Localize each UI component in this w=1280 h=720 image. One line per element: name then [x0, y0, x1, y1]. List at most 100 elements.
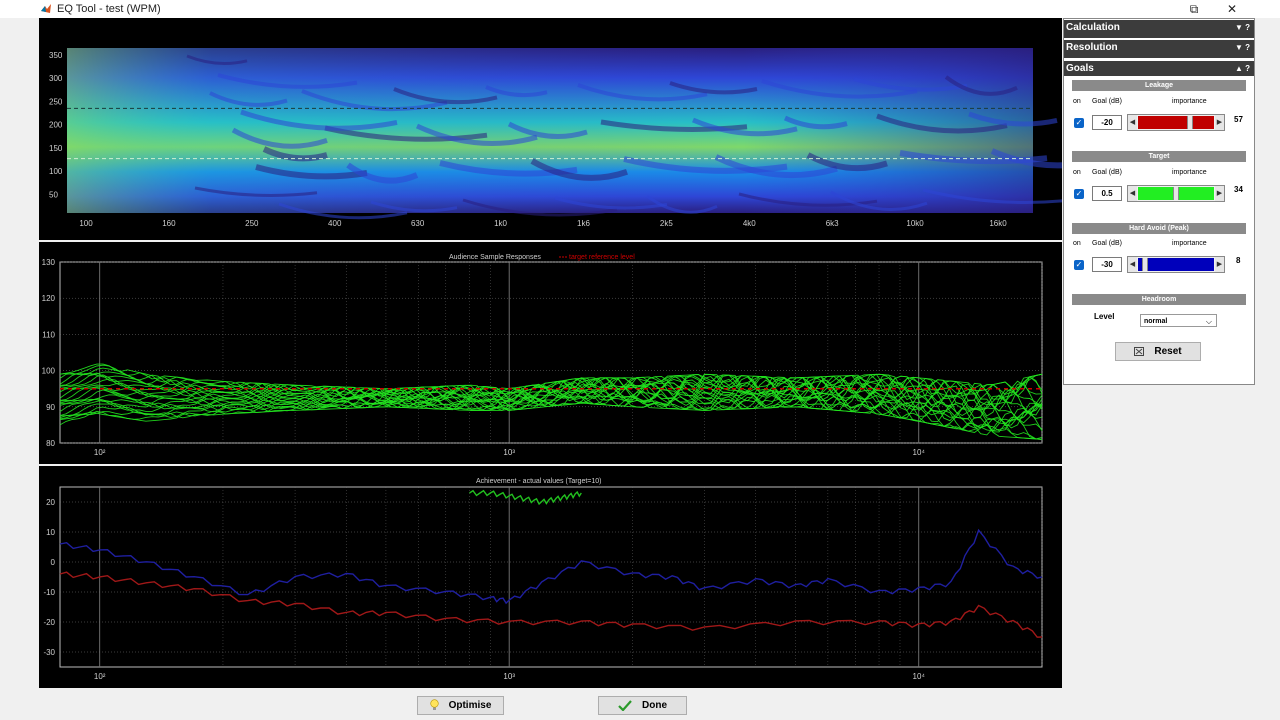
y-tick-label: 120 [42, 294, 56, 303]
headroom-header: Headroom [1072, 294, 1246, 305]
leakage-importance-slider[interactable]: ◀ ▶ [1127, 114, 1225, 131]
reset-icon [1134, 346, 1145, 356]
collapse-toggle-icon[interactable]: ▼ ? [1234, 23, 1250, 32]
slider-right-arrow-icon[interactable]: ▶ [1215, 115, 1224, 130]
heatmap-streak [600, 119, 748, 132]
slider-left-arrow-icon[interactable]: ◀ [1128, 186, 1137, 201]
heatmap-x-tick-label: 1k6 [577, 219, 590, 228]
slider-right-arrow-icon[interactable]: ▶ [1215, 186, 1224, 201]
reset-button[interactable]: Reset [1115, 342, 1201, 361]
heatmap-plot[interactable]: 350 300 250 200 150 100 50 100 160 250 400 630 1k0 1k… [39, 18, 1062, 240]
heatmap-streak [830, 190, 928, 211]
goals-section-header[interactable]: Goals ▲ ? [1064, 61, 1254, 76]
heatmap-streak [301, 89, 448, 112]
level-label: Level [1094, 312, 1115, 321]
target-importance-slider[interactable]: ◀ ▶ [1127, 185, 1225, 202]
goal-column-label: Goal (dB) [1092, 169, 1122, 176]
heatmap-x-tick-label: 10k0 [906, 219, 924, 228]
collapse-toggle-icon[interactable]: ▼ ? [1234, 43, 1250, 52]
optimise-button[interactable]: Optimise [417, 696, 504, 715]
heatmap-streak [738, 192, 878, 207]
restore-icon[interactable]: ⧉ [1189, 2, 1199, 16]
heatmap-streak [783, 115, 848, 130]
heatmap-x-tick-label: 400 [328, 219, 342, 228]
heatmap-x-tick-label: 160 [162, 219, 176, 228]
heatmap-streak [646, 194, 718, 214]
heatmap-y-tick-label: 150 [49, 144, 63, 153]
slider-thumb[interactable] [1173, 187, 1179, 200]
close-icon[interactable]: ✕ [1226, 2, 1238, 16]
headroom-level-select[interactable]: normal ⌵ [1140, 314, 1217, 327]
hard-avoid-goal-field[interactable]: -30 [1092, 257, 1122, 272]
heatmap-streak [278, 202, 408, 220]
resolution-section-header[interactable]: Resolution ▼ ? [1064, 40, 1254, 55]
slider-thumb[interactable] [1187, 116, 1193, 129]
y-tick-label: 90 [46, 403, 55, 412]
target-importance-value: 34 [1234, 185, 1243, 194]
response-curve [59, 389, 1043, 432]
heatmap-streak [944, 75, 1018, 96]
goal-column-label: Goal (dB) [1092, 240, 1122, 247]
heatmap-streak [262, 146, 328, 162]
y-tick-label: 10 [46, 528, 55, 537]
hard-avoid-on-checkbox[interactable]: ✓ [1074, 260, 1084, 270]
heatmap-shading [67, 48, 1033, 213]
target-goal-field[interactable]: 0.5 [1092, 186, 1122, 201]
leakage-goal-field[interactable]: -20 [1092, 115, 1122, 130]
leakage-achievement-line [59, 528, 1043, 605]
heatmap-y-tick-label: 50 [49, 190, 58, 199]
heatmap-streak [255, 164, 368, 180]
slider-left-arrow-icon[interactable]: ◀ [1128, 257, 1137, 272]
calculation-section-header[interactable]: Calculation ▼ ? [1064, 20, 1254, 35]
target-achievement-line [469, 489, 582, 506]
heatmap-streak [922, 188, 1062, 204]
plot-grid [60, 487, 1043, 667]
heatmap-streak [346, 162, 419, 184]
heatmap-streak [853, 77, 968, 92]
heatmap-streak [761, 79, 918, 99]
target-on-checkbox[interactable]: ✓ [1074, 189, 1084, 199]
heatmap-y-tick-label: 200 [49, 121, 63, 130]
heatmap-streak [507, 121, 588, 139]
heatmap-streak [462, 198, 618, 217]
y-tick-label: 110 [42, 330, 55, 339]
responses-plot[interactable]: 130 120 110 100 90 80 10² 10³ 10⁴ Audience Sample… [39, 242, 1062, 464]
heatmap-streak [415, 123, 538, 146]
heatmap-streak [231, 127, 328, 149]
hard-avoid-achievement-line [59, 571, 1043, 638]
leakage-on-checkbox[interactable]: ✓ [1074, 118, 1084, 128]
slider-track[interactable] [1138, 116, 1214, 129]
heatmap-x-tick-label: 1k0 [494, 219, 507, 228]
collapse-toggle-icon[interactable]: ▲ ? [1234, 64, 1250, 73]
responses-chart-title: Audience Sample Responses [449, 254, 541, 261]
response-curve [59, 384, 1043, 429]
y-tick-label: 80 [46, 439, 55, 448]
done-button[interactable]: Done [598, 696, 687, 715]
heatmap-streak [899, 150, 1048, 165]
heatmap-y-tick-label: 300 [49, 74, 63, 83]
heatmap-x-tick-label: 100 [79, 219, 93, 228]
window-titlebar: EQ Tool - test (WPM) ⧉ ✕ [0, 0, 1280, 18]
on-column-label: on [1073, 169, 1081, 176]
responses-panel: 130 120 110 100 90 80 10² 10³ 10⁴ Audience Sample… [39, 242, 1062, 464]
heatmap-streak [186, 54, 248, 65]
y-tick-label: 0 [51, 558, 56, 567]
achievement-plot[interactable]: 20 10 0 -10 -20 -30 10² 10³ 10⁴ Achievement - act… [39, 466, 1062, 688]
heatmap-x-tick-label: 16k0 [989, 219, 1007, 228]
bottom-toolbar: Optimise Done [0, 688, 1280, 720]
hard-avoid-importance-slider[interactable]: ◀ ▶ [1127, 256, 1225, 273]
y-tick-label: -20 [43, 618, 55, 627]
y-tick-label: -10 [43, 588, 55, 597]
slider-right-arrow-icon[interactable]: ▶ [1215, 257, 1224, 272]
heatmap-streak [806, 152, 888, 172]
section-divider [1064, 55, 1254, 58]
hard-avoid-goal-header: Hard Avoid (Peak) [1072, 223, 1246, 234]
slider-thumb[interactable] [1142, 258, 1148, 271]
slider-track[interactable] [1138, 258, 1214, 271]
heatmap-streak [577, 83, 708, 102]
heatmap-streak [217, 73, 358, 89]
heatmap-x-tick-label: 2k5 [660, 219, 673, 228]
plot-axes-box [59, 486, 1043, 668]
slider-left-arrow-icon[interactable]: ◀ [1128, 115, 1137, 130]
target-legend-label: target reference level [569, 254, 635, 261]
